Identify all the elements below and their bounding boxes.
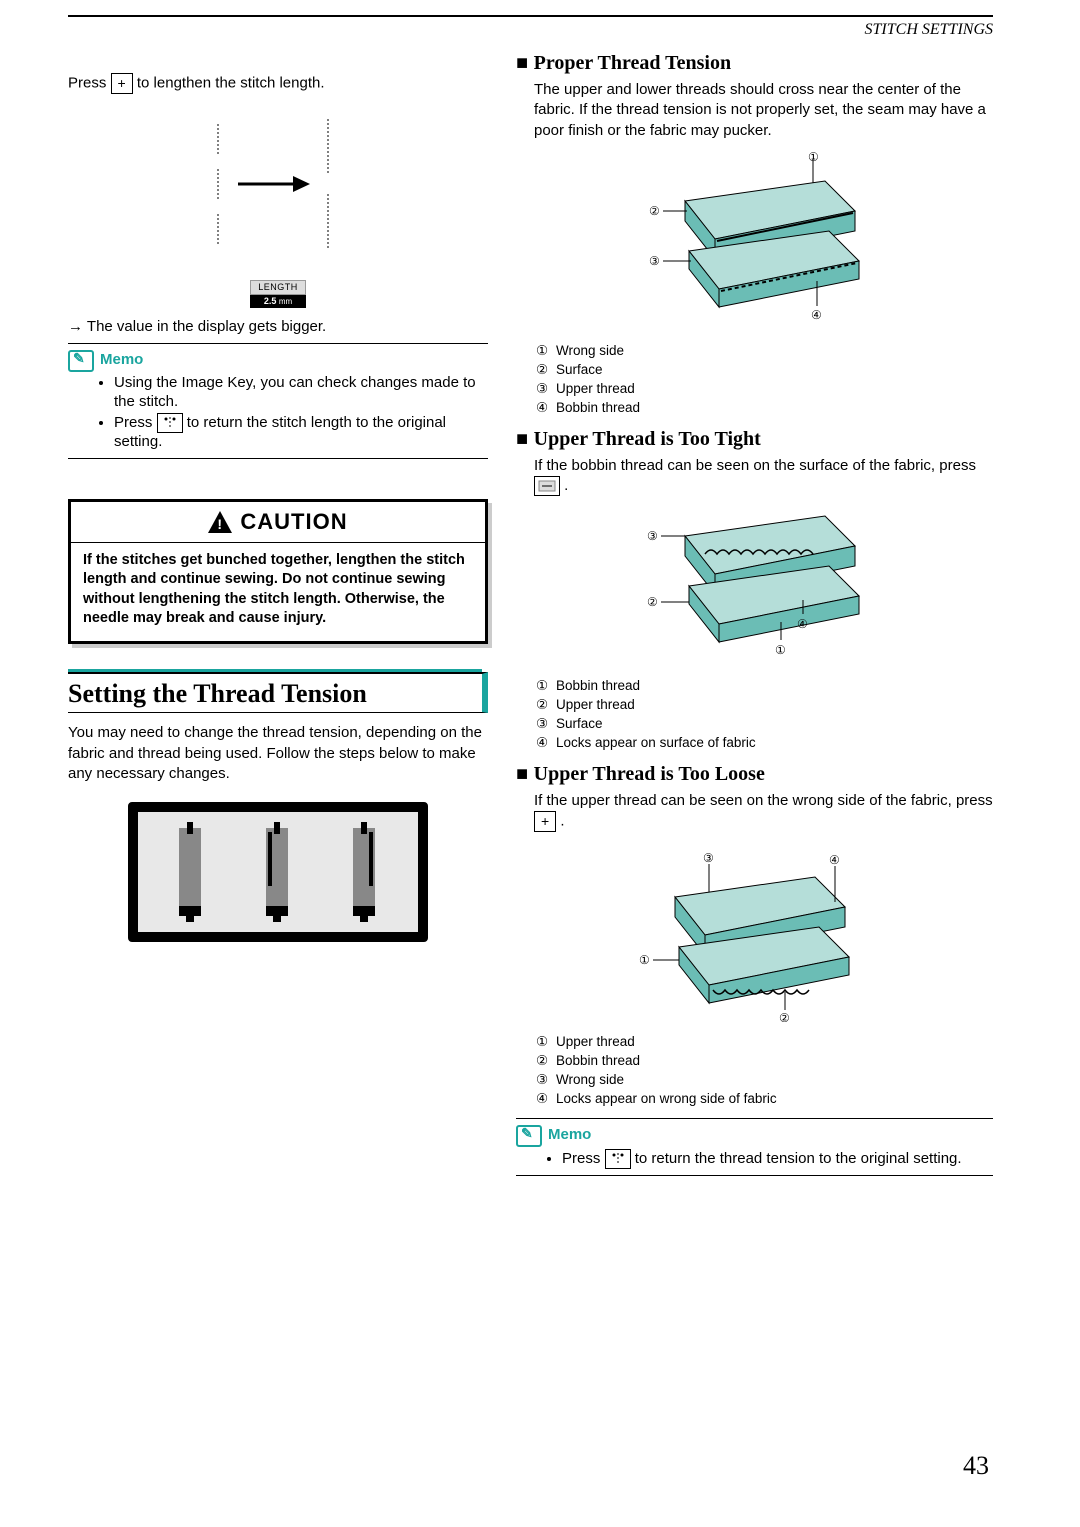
tension-plus-button[interactable]: + [534,811,556,832]
memo-title: Memo [100,351,143,370]
subsection-heading: Upper Thread is Too Loose [516,762,993,787]
reset-tension-button[interactable] [605,1149,631,1169]
length-label: LENGTH [250,280,306,295]
legend-item: Bobbin thread [534,678,993,695]
svg-text:③: ③ [649,254,660,268]
svg-text:①: ① [639,953,650,967]
stitch-length-diagram: LENGTH 2.5 mm [68,114,488,308]
proper-tension-figure: ① ② ③ ④ [516,151,993,337]
legend-item: Wrong side [534,343,993,360]
thread-tension-lcd [128,802,428,942]
reset-stitch-button[interactable] [157,413,183,433]
subsection-heading: Proper Thread Tension [516,51,993,76]
page-header: STITCH SETTINGS [68,15,993,41]
caution-title-text: CAUTION [240,508,347,536]
legend-item: Surface [534,716,993,733]
memo-icon [68,350,94,372]
svg-text:③: ③ [703,851,714,865]
lcd-panel-3 [341,822,389,922]
caution-box: CAUTION If the stitches get bunched toge… [68,499,488,644]
two-column-layout: Press + to lengthen the stitch length. [68,41,993,1182]
memo-header: Memo [516,1125,993,1147]
plus-button[interactable]: + [111,73,133,94]
press-instruction: Press + to lengthen the stitch length. [68,73,488,94]
loose-tension-figure: ③ ④ ① ② [516,842,993,1028]
caution-body: If the stitches get bunched together, le… [71,543,485,641]
legend-item: Upper thread [534,697,993,714]
lcd-panel-2 [254,822,302,922]
legend-item: Bobbin thread [534,1053,993,1070]
memo-title: Memo [548,1126,591,1145]
memo-bullet: Press to return the stitch length to the… [114,413,488,452]
legend-item: Upper thread [534,381,993,398]
subsection-body: If the upper thread can be seen on the w… [534,791,993,832]
svg-text:②: ② [647,595,658,609]
memo-icon [516,1125,542,1147]
divider [516,1118,993,1119]
legend-item: Upper thread [534,1034,993,1051]
text: to lengthen the stitch length. [137,74,325,91]
stitch-arrow-figure [178,114,378,264]
legend-item: Locks appear on surface of fabric [534,735,993,752]
document-page: STITCH SETTINGS Press + to lengthen the … [68,15,993,1485]
left-column: Press + to lengthen the stitch length. [68,41,488,1182]
text: Press [68,74,111,91]
subsection-body: The upper and lower threads should cross… [534,80,993,141]
legend-item: Locks appear on wrong side of fabric [534,1091,993,1108]
section-body: You may need to change the thread tensio… [68,723,488,784]
svg-text:①: ① [775,643,786,657]
divider [68,343,488,344]
divider [516,1175,993,1176]
memo-body: Press to return the thread tension to th… [544,1149,993,1169]
svg-text:④: ④ [797,617,808,631]
memo-header: Memo [68,350,488,372]
length-lcd-readout: LENGTH 2.5 mm [250,280,306,309]
svg-text:③: ③ [647,529,658,543]
section-title: STITCH SETTINGS [865,21,993,38]
legend-item: Surface [534,362,993,379]
divider [68,458,488,459]
memo-bullet: Press to return the thread tension to th… [562,1149,993,1169]
svg-text:①: ① [808,151,819,164]
svg-text:②: ② [779,1011,790,1022]
subsection-heading: Upper Thread is Too Tight [516,427,993,452]
caution-header: CAUTION [71,502,485,543]
warning-triangle-icon [208,511,232,533]
section-heading: Setting the Thread Tension [68,672,488,714]
subsection-body: If the bobbin thread can be seen on the … [534,456,993,497]
length-value: 2.5 mm [250,295,306,308]
right-column: Proper Thread Tension The upper and lowe… [516,41,993,1182]
tight-tension-figure: ③ ② ④ ① [516,506,993,672]
svg-text:④: ④ [811,308,822,322]
legend-list: Wrong side Surface Upper thread Bobbin t… [516,343,993,417]
page-number: 43 [963,1451,989,1481]
svg-text:②: ② [649,204,660,218]
lcd-panel-1 [167,822,215,922]
legend-list: Bobbin thread Upper thread Surface Locks… [516,678,993,752]
legend-item: Wrong side [534,1072,993,1089]
memo-body: Using the Image Key, you can check chang… [96,374,488,452]
svg-text:④: ④ [829,853,840,867]
legend-list: Upper thread Bobbin thread Wrong side Lo… [516,1034,993,1108]
tension-minus-button[interactable] [534,476,560,496]
display-note: → The value in the display gets bigger. [68,318,488,337]
memo-bullet: Using the Image Key, you can check chang… [114,374,488,412]
legend-item: Bobbin thread [534,400,993,417]
